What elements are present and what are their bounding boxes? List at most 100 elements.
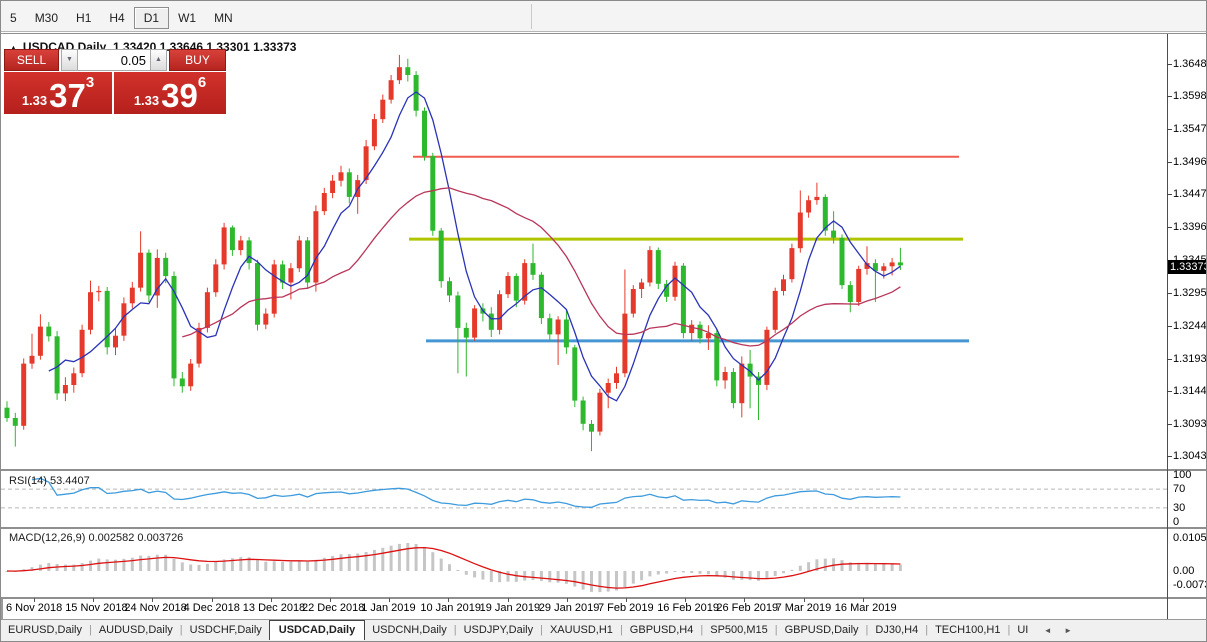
chart-tab-gbpusd-h4[interactable]: GBPUSD,H4 — [629, 624, 694, 636]
macd-axis-label: 0.00 — [1173, 565, 1195, 577]
timeframe-button-mn[interactable]: MN — [214, 11, 233, 25]
macd-label: MACD(12,26,9) 0.002582 0.003726 — [9, 532, 184, 544]
volume-increase-button[interactable]: ▲ — [150, 49, 167, 71]
current-price-tag: 1.33373 — [1168, 260, 1207, 274]
buy-price-tile[interactable]: 1.33 39 6 — [114, 72, 226, 114]
time-axis-tick — [566, 598, 568, 602]
sell-pips: 37 — [49, 77, 86, 114]
chart-tab-eurusd-daily[interactable]: EURUSD,Daily — [8, 624, 82, 636]
tab-divider: | — [700, 624, 704, 636]
time-axis-tick — [152, 598, 154, 602]
time-axis-tick — [211, 598, 213, 602]
tab-scroll-left-icon[interactable]: ◄ — [1043, 626, 1052, 635]
tab-scroll-right-icon[interactable]: ► — [1064, 626, 1073, 635]
tab-divider: | — [179, 624, 183, 636]
time-axis-tick — [93, 598, 95, 602]
price-axis-tick — [1167, 423, 1172, 425]
time-axis-label: 4 Dec 2018 — [183, 602, 240, 614]
time-axis-tick — [330, 598, 331, 602]
timeframe-button-h4[interactable]: H4 — [109, 11, 125, 25]
time-axis-label: 15 Nov 2018 — [65, 602, 128, 614]
rsi-label: RSI(14) 53.4407 — [9, 475, 90, 487]
chart-tab-usdcnh-daily[interactable]: USDCNH,Daily — [372, 624, 447, 636]
macd-histogram — [5, 543, 902, 593]
buy-button[interactable]: BUY — [169, 49, 226, 71]
tab-divider: | — [774, 624, 778, 636]
tab-divider: | — [619, 624, 623, 636]
time-axis-tick — [803, 598, 805, 602]
chart-tab-bar: EURUSD,Daily | AUDUSD,Daily | USDCHF,Daily US… — [1, 619, 1206, 641]
price-axis-tick — [1167, 64, 1172, 65]
price-axis-label: 1.34470 — [1173, 188, 1207, 201]
price-axis-tick — [1167, 455, 1172, 457]
macd-divider[interactable] — [1, 527, 1206, 529]
sell-price-tile[interactable]: 1.33 37 3 — [4, 72, 112, 114]
rsi-axis-label: 30 — [1173, 501, 1186, 514]
tab-divider: | — [540, 624, 543, 636]
time-axis-tick — [685, 598, 687, 602]
price-axis-label: 1.33960 — [1173, 221, 1207, 234]
chart-tab-tech100-h1[interactable]: TECH100,H1 — [935, 624, 1001, 636]
price-axis-label: 1.31440 — [1173, 384, 1207, 397]
chart-tab-dj30-h4[interactable]: DJ30,H4 — [875, 624, 919, 636]
time-axis-label: 10 Jan 2019 — [420, 602, 481, 614]
timeframe-toolbar: 5 M30 H1 H4 D1 W1 MN — [1, 1, 1206, 32]
rsi-axis-label: 100 — [1173, 469, 1192, 481]
volume-decrease-button[interactable]: ▼ — [61, 49, 78, 71]
time-axis-tick — [448, 598, 450, 602]
buy-big-figure: 1.33 — [133, 93, 160, 108]
timeframe-button-m30[interactable]: M30 — [34, 11, 59, 25]
macd-signal-line — [6, 546, 901, 589]
sell-big-figure: 1.33 — [21, 93, 48, 108]
price-axis-label: 1.35475 — [1173, 123, 1207, 136]
price-axis-label: 1.32955 — [1173, 286, 1207, 299]
chart-tab-audusd-daily[interactable]: AUDUSD,Daily — [98, 624, 173, 636]
tab-divider: | — [1007, 624, 1011, 636]
price-axis-label: 1.30435 — [1173, 449, 1207, 462]
buy-pips: 39 — [161, 77, 198, 114]
tab-divider: | — [453, 624, 457, 636]
chart-tab-usdcad-daily[interactable]: USDCAD,Daily — [268, 620, 366, 640]
time-axis-tick — [862, 598, 864, 602]
time-axis-tick — [626, 598, 627, 602]
chart-tab-xauusd-h1[interactable]: XAUUSD,H1 — [549, 624, 613, 636]
rsi-axis-label: 0 — [1173, 516, 1180, 528]
chart-tab-ui[interactable]: UI — [1017, 624, 1029, 636]
chart-tab-gbpusd-daily[interactable]: GBPUSD,Daily — [784, 624, 859, 636]
time-axis-label: 1 Jan 2019 — [361, 602, 416, 614]
time-axis-label: 26 Feb 2019 — [716, 602, 779, 614]
price-axis-tick — [1167, 227, 1172, 229]
price-axis-label: 1.31935 — [1173, 352, 1207, 365]
rsi-indicator-panel[interactable] — [1, 471, 1167, 528]
price-axis-label: 1.34965 — [1173, 156, 1207, 169]
timeframe-button-d1[interactable]: D1 — [133, 7, 170, 29]
macd-axis-label: -0.0073 — [1173, 579, 1207, 591]
time-axis-label: 6 Nov 2018 — [6, 602, 63, 614]
candles-group[interactable] — [4, 54, 903, 452]
rsi-axis-label: 70 — [1173, 483, 1186, 496]
price-axis-tick — [1167, 194, 1172, 196]
timeframe-button-5[interactable]: 5 — [10, 11, 17, 25]
price-axis-label: 1.36480 — [1173, 58, 1207, 70]
chart-tab-usdjpy-daily[interactable]: USDJPY,Daily — [463, 624, 534, 636]
time-axis-label: 7 Mar 2019 — [775, 602, 832, 614]
price-axis-tick — [1167, 325, 1172, 327]
time-axis-tick — [389, 598, 391, 602]
timeframe-button-h1[interactable]: H1 — [76, 11, 92, 25]
macd-axis-label: 0.010525 — [1173, 532, 1207, 545]
time-axis-label: 22 Dec 2018 — [302, 602, 365, 614]
rsi-value: 53.4407 — [49, 475, 90, 487]
time-axis-label: 24 Nov 2018 — [124, 602, 187, 614]
one-click-trade-panel: SELL ▼ ▲ BUY 1.33 37 3 1.33 39 6 — [4, 49, 226, 114]
rsi-divider[interactable] — [1, 469, 1206, 471]
collapse-panel-icon[interactable]: ▲ — [9, 43, 18, 53]
volume-input[interactable] — [77, 49, 151, 71]
time-axis-label: 13 Dec 2018 — [242, 602, 306, 614]
time-axis-tick — [270, 598, 272, 602]
chart-tab-usdchf-daily[interactable]: USDCHF,Daily — [189, 624, 262, 636]
timeframe-button-w1[interactable]: W1 — [178, 11, 197, 25]
chart-tab-sp500-m15[interactable]: SP500,M15 — [710, 624, 768, 636]
sell-button[interactable]: SELL — [4, 49, 59, 71]
macd-indicator-panel[interactable] — [1, 529, 1167, 597]
